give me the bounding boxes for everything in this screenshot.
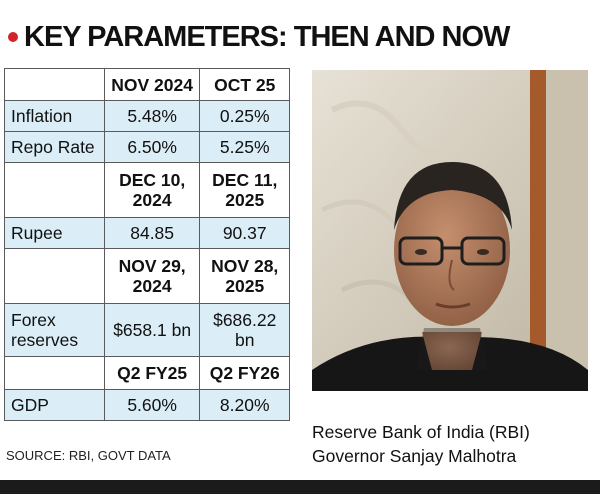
headline-text: KEY PARAMETERS: THEN AND NOW — [24, 20, 510, 53]
photo-caption: Reserve Bank of India (RBI) Governor San… — [312, 420, 592, 468]
parameters-table: NOV 2024 OCT 25 Inflation 5.48% 0.25% Re… — [4, 68, 290, 421]
forex-now: $686.22 bn — [199, 303, 290, 357]
header-empty-cell — [4, 68, 105, 101]
gdp-now: 8.20% — [199, 389, 290, 421]
header-q2-fy25: Q2 FY25 — [103, 356, 201, 390]
caption-line-2: Governor Sanjay Malhotra — [312, 446, 517, 466]
source-note: SOURCE: RBI, GOVT DATA — [6, 448, 171, 463]
rupee-then: 84.85 — [103, 217, 201, 249]
table-row: Forex reserves $658.1 bn $686.22 bn — [4, 303, 290, 357]
header-nov-29-2024: NOV 29, 2024 — [103, 248, 201, 304]
table-row: Inflation 5.48% 0.25% — [4, 100, 290, 132]
table-header-row: Q2 FY25 Q2 FY26 — [4, 356, 290, 390]
header-empty-cell — [4, 248, 105, 304]
row-label-rupee: Rupee — [4, 217, 105, 249]
rupee-now: 90.37 — [199, 217, 290, 249]
portrait-photo — [312, 70, 588, 391]
header-nov-2024: NOV 2024 — [103, 68, 201, 101]
caption-line-1: Reserve Bank of India (RBI) — [312, 422, 530, 442]
gdp-then: 5.60% — [103, 389, 201, 421]
table-row: Repo Rate 6.50% 5.25% — [4, 131, 290, 163]
table-header-row: DEC 10, 2024 DEC 11, 2025 — [4, 162, 290, 218]
inflation-now: 0.25% — [199, 100, 290, 132]
header-q2-fy26: Q2 FY26 — [199, 356, 290, 390]
headline: KEY PARAMETERS: THEN AND NOW — [8, 20, 510, 54]
table-header-row: NOV 2024 OCT 25 — [4, 68, 290, 101]
row-label-forex-reserves: Forex reserves — [4, 303, 105, 357]
inflation-then: 5.48% — [103, 100, 201, 132]
repo-now: 5.25% — [199, 131, 290, 163]
header-dec-10-2024: DEC 10, 2024 — [103, 162, 201, 218]
table-header-row: NOV 29, 2024 NOV 28, 2025 — [4, 248, 290, 304]
header-empty-cell — [4, 162, 105, 218]
repo-then: 6.50% — [103, 131, 201, 163]
header-oct-25: OCT 25 — [199, 68, 290, 101]
portrait-illustration — [312, 70, 588, 391]
row-label-inflation: Inflation — [4, 100, 105, 132]
header-dec-11-2025: DEC 11, 2025 — [199, 162, 290, 218]
row-label-repo-rate: Repo Rate — [4, 131, 105, 163]
header-empty-cell — [4, 356, 105, 390]
header-nov-28-2025: NOV 28, 2025 — [199, 248, 290, 304]
bottom-divider — [0, 480, 600, 494]
forex-then: $658.1 bn — [103, 303, 201, 357]
table-row: Rupee 84.85 90.37 — [4, 217, 290, 249]
bullet-icon — [8, 32, 18, 42]
table-row: GDP 5.60% 8.20% — [4, 389, 290, 421]
row-label-gdp: GDP — [4, 389, 105, 421]
